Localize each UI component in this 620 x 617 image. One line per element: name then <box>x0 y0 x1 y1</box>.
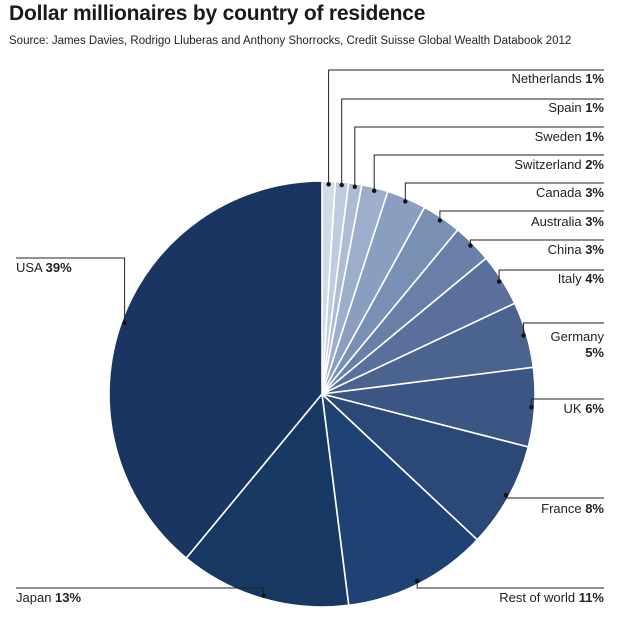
slice-label-rest-of-world: Rest of world 11% <box>415 578 604 605</box>
leader-line <box>404 182 604 202</box>
leader-line <box>498 269 604 282</box>
slice-name-text: Canada <box>536 185 585 200</box>
slice-name: Rest of world 11% <box>499 590 604 605</box>
slice-value: 8% <box>585 501 604 516</box>
leader-dot <box>326 182 331 187</box>
chart-title: Dollar millionaires by country of reside… <box>9 2 426 25</box>
slice-value: 6% <box>585 401 604 416</box>
leader-dot <box>415 578 420 584</box>
slice-label-netherlands: Netherlands 1% <box>326 69 604 187</box>
slice-name: Japan 13% <box>16 590 82 605</box>
slice-value: 2% <box>585 157 604 172</box>
slice-name: USA 39% <box>16 260 72 275</box>
slice-value: 1% <box>585 71 604 86</box>
slice-label-japan: Japan 13% <box>16 587 266 605</box>
slice-name: Italy 4% <box>558 271 605 286</box>
chart-source: Source: James Davies, Rodrigo Lluberas a… <box>9 35 572 47</box>
slice-name: UK 6% <box>564 401 605 416</box>
slice-label-china: China 3% <box>468 239 605 257</box>
slice-name: China 3% <box>548 242 605 257</box>
slice-name: Germany <box>551 329 605 344</box>
leader-dot <box>339 182 344 188</box>
leader-line <box>416 580 604 589</box>
leader-line <box>373 154 604 191</box>
slice-name: Sweden 1% <box>535 129 605 144</box>
leader-dot <box>468 243 473 248</box>
slice-label-uk: UK 6% <box>529 398 605 416</box>
slice-name-text: Switzerland <box>514 157 585 172</box>
slice-name-text: USA <box>16 260 46 275</box>
slice-name-text: Netherlands <box>511 71 585 86</box>
slice-value: 11% <box>579 590 605 605</box>
slice-name-text: Australia <box>531 214 585 229</box>
slice-value: 3% <box>585 242 604 257</box>
leader-dot <box>503 492 509 498</box>
leader-line <box>16 587 264 596</box>
slice-name-text: Sweden <box>535 129 586 144</box>
pie-slice-france <box>321 393 530 541</box>
leader-line <box>505 495 604 499</box>
slice-value: 4% <box>585 271 604 286</box>
slice-name: Spain 1% <box>548 100 604 115</box>
leader-dot <box>372 188 377 193</box>
slice-name: Switzerland 2% <box>514 157 604 172</box>
slice-name-text: Japan <box>16 590 55 605</box>
slice-name-text: Spain <box>548 100 585 115</box>
slice-name-text: UK <box>564 401 586 416</box>
leader-line <box>439 210 604 221</box>
leader-dot <box>352 184 357 189</box>
slice-value: 3% <box>585 214 604 229</box>
leader-dot <box>261 593 266 598</box>
slice-label-usa: USA 39% <box>16 257 127 326</box>
slice-value: 39% <box>46 260 72 275</box>
leader-line <box>16 257 126 323</box>
pie-slice-usa <box>108 180 323 559</box>
slice-name-text: China <box>548 242 586 257</box>
leader-dot <box>403 199 408 204</box>
slice-name-text: Rest of world <box>499 590 578 605</box>
slice-label-spain: Spain 1% <box>339 98 604 188</box>
slice-label-italy: Italy 4% <box>496 269 605 286</box>
leader-dot <box>437 218 443 223</box>
leader-line <box>328 69 604 185</box>
slice-label-sweden: Sweden 1% <box>352 126 605 189</box>
slice-name: Canada 3% <box>536 185 604 200</box>
pie-slice-japan <box>185 393 350 608</box>
leader-line <box>523 322 604 336</box>
leader-dot <box>122 320 127 326</box>
leader-line <box>341 98 604 186</box>
slice-value: 1% <box>585 129 604 144</box>
slice-name: France 8% <box>541 501 604 516</box>
slice-value: 1% <box>585 100 604 115</box>
slice-value: 5% <box>585 345 604 360</box>
leader-dot <box>496 279 502 284</box>
pie-slice-rest-of-world <box>321 393 479 607</box>
leader-line <box>530 398 604 408</box>
slice-value: 3% <box>585 185 604 200</box>
slice-name: Australia 3% <box>531 214 604 229</box>
leader-line <box>354 126 604 187</box>
slice-label-switzerland: Switzerland 2% <box>372 154 604 193</box>
slice-value: 13% <box>55 590 81 605</box>
slice-name: Netherlands 1% <box>511 71 604 86</box>
slice-label-canada: Canada 3% <box>403 182 604 204</box>
leader-dot <box>529 405 534 410</box>
slice-label-france: France 8% <box>503 492 604 516</box>
slice-name-text: Italy <box>558 271 585 286</box>
slice-name-text: France <box>541 501 585 516</box>
leader-dot <box>521 333 526 338</box>
slice-label-australia: Australia 3% <box>437 210 604 229</box>
